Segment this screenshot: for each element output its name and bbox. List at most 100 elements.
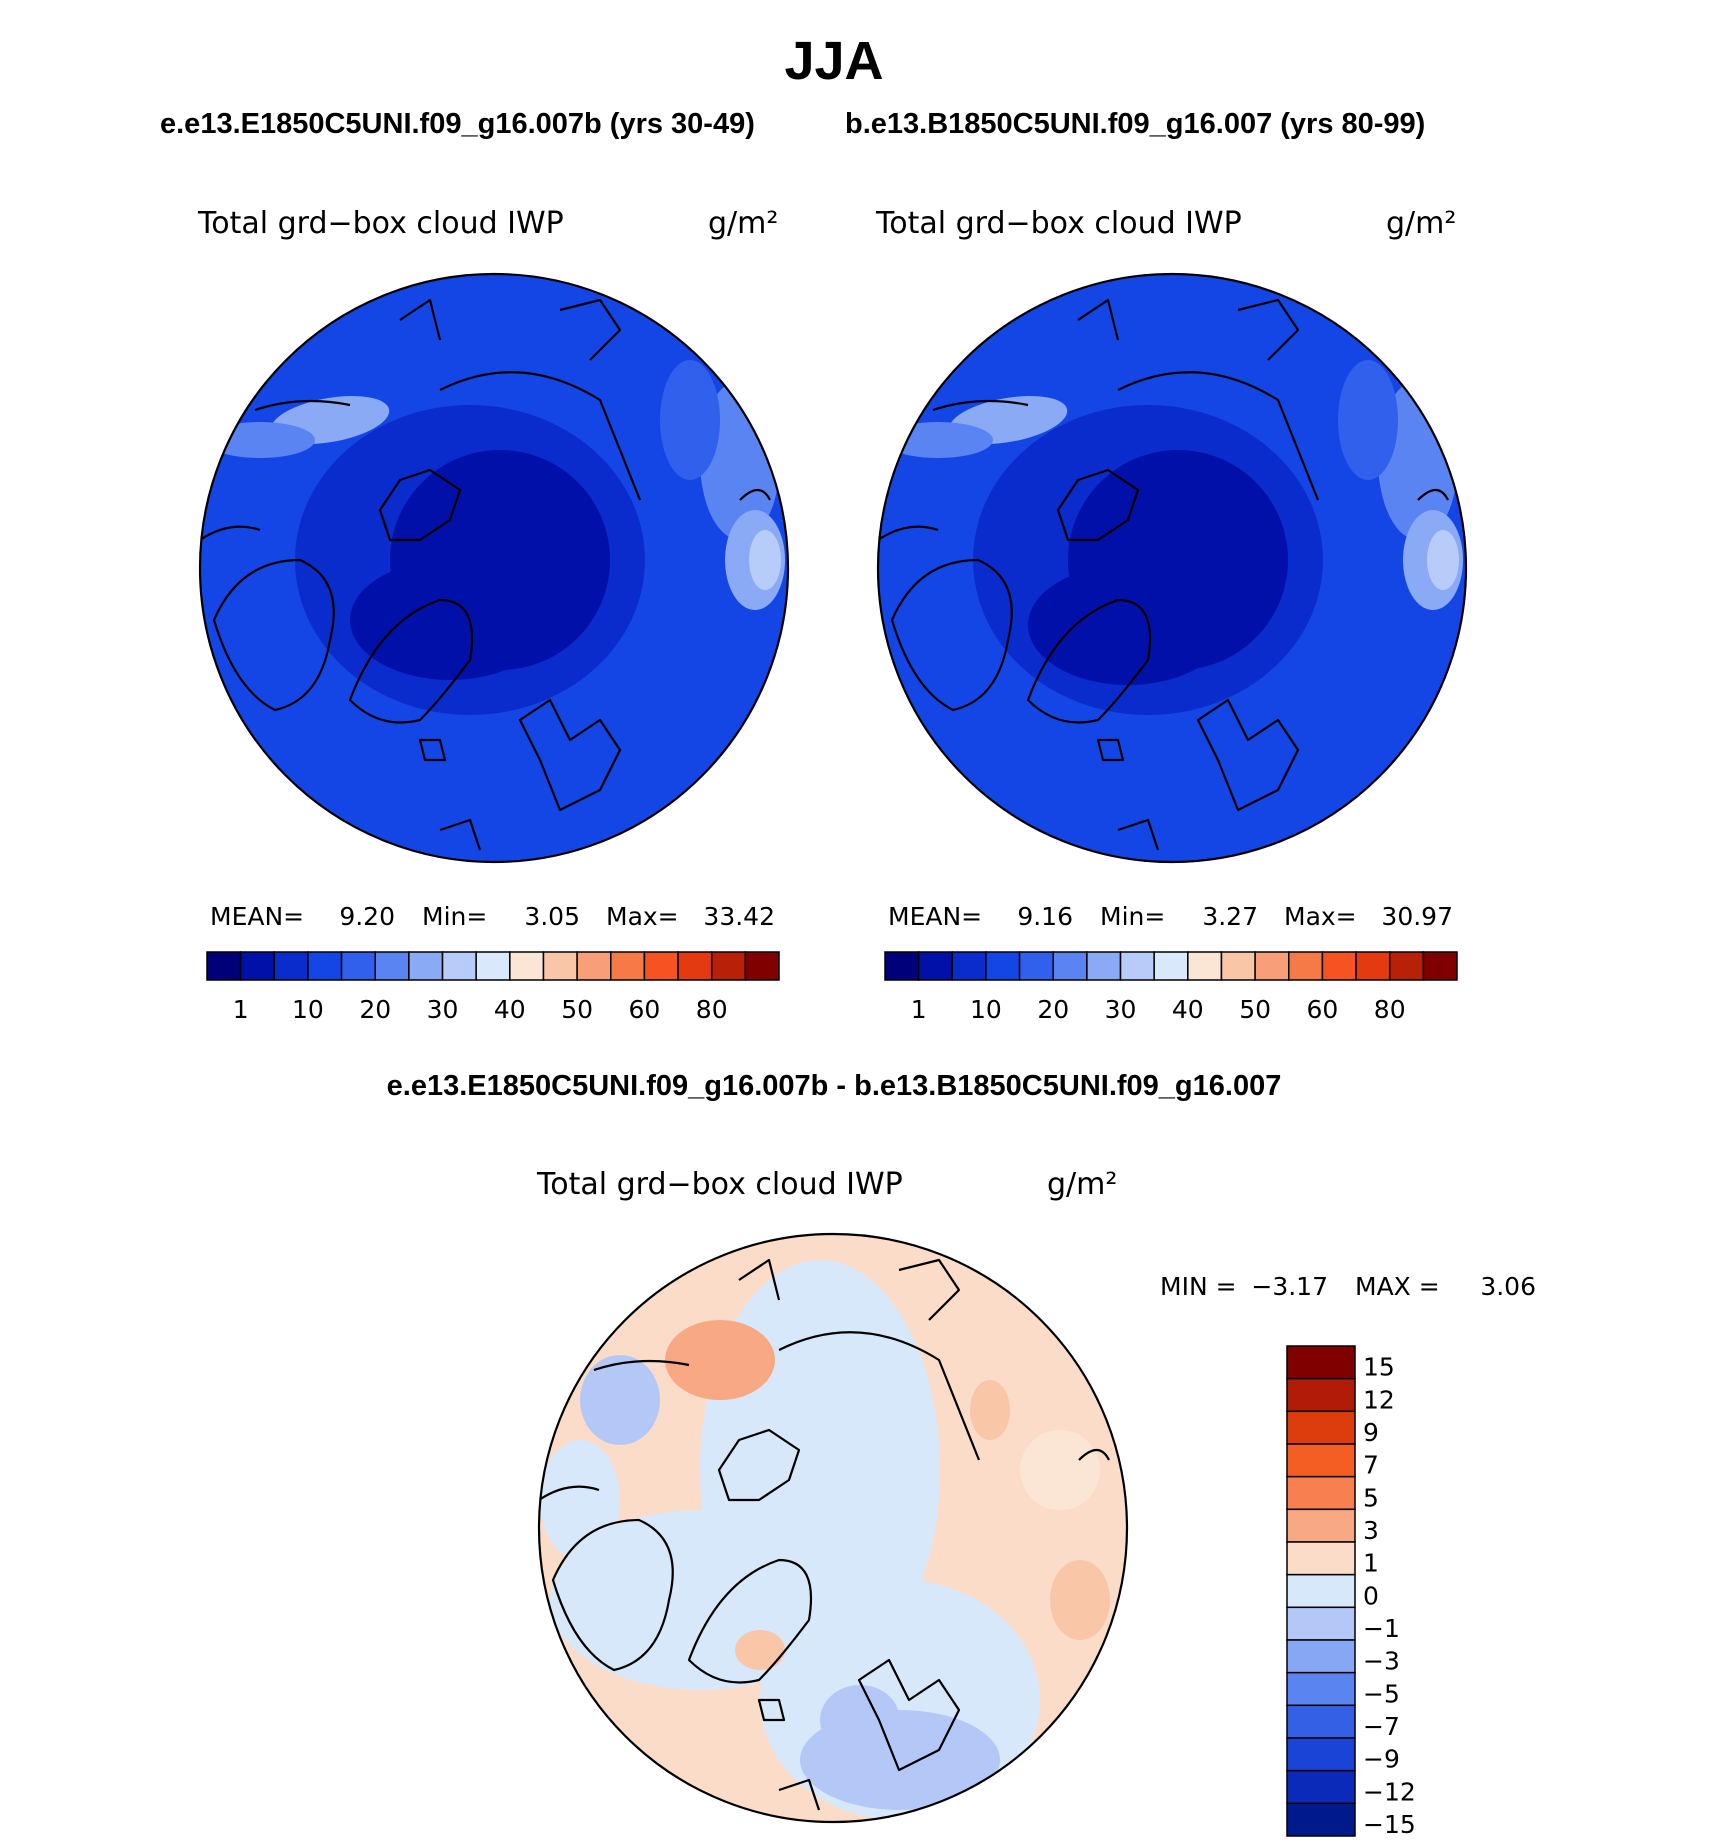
subtitle-difference: e.e13.E1850C5UNI.f09_g16.007b - b.e13.B1… xyxy=(386,1070,1282,1102)
panel2-min-value: 3.27 xyxy=(1202,902,1258,931)
panel2-colorbar-swatch xyxy=(884,951,920,981)
panel3-colorbar-swatch xyxy=(1286,1769,1356,1805)
panel2-colorbar-swatch xyxy=(1052,951,1088,981)
panel3-colorbar-tick-label: 15 xyxy=(1363,1353,1395,1382)
panel3-colorbar-swatch xyxy=(1286,1443,1356,1478)
panel1-max-label: Max= xyxy=(606,902,679,931)
panel1-mean-value: 9.20 xyxy=(339,902,395,931)
panel2-max-label: Max= xyxy=(1284,902,1357,931)
panel2-max-value: 30.97 xyxy=(1381,902,1453,931)
panel3-min-value: −3.17 xyxy=(1251,1272,1328,1301)
panel2-colorbar-swatch xyxy=(1220,951,1256,981)
panel3-colorbar-swatch xyxy=(1286,1377,1356,1413)
panel3-colorbar-ticks: 15 12 9 7 5 3 1 0 −1 −3 −5 −7 −9 −12 −15 xyxy=(1363,1353,1416,1839)
panel3-min-label: MIN = xyxy=(1160,1272,1237,1301)
panel1-colorbar-swatch xyxy=(610,951,646,981)
panel2-colorbar-swatch xyxy=(917,951,954,981)
panel1-colorbar-swatch xyxy=(374,951,410,981)
panel1-colorbar-tick-label: 60 xyxy=(629,995,661,1024)
panel3-colorbar-tick-label: −1 xyxy=(1363,1614,1400,1643)
panel2-colorbar-swatch xyxy=(1422,951,1458,981)
panel1-colorbar-swatch xyxy=(273,951,309,981)
panel1-colorbar-swatch xyxy=(677,951,713,981)
panel2-colorbar-swatch xyxy=(951,951,987,981)
panel3-colorbar-swatch xyxy=(1286,1737,1356,1772)
panel3-colorbar-swatch xyxy=(1286,1345,1356,1380)
panel3-stats: MIN = −3.17 MAX = 3.06 xyxy=(1160,1272,1536,1301)
panel3-colorbar-tick-label: 1 xyxy=(1363,1549,1379,1578)
panel1-colorbar-swatch xyxy=(408,951,444,981)
panel1-colorbar-swatch xyxy=(542,951,578,981)
panel1-colorbar-tick-label: 80 xyxy=(696,995,728,1024)
panel2-colorbar-swatch xyxy=(1187,951,1223,981)
panel3-colorbar-tick-label: 9 xyxy=(1363,1418,1379,1447)
panel3-colorbar-tick-label: 7 xyxy=(1363,1451,1379,1480)
subtitle-case2: b.e13.B1850C5UNI.f09_g16.007 (yrs 80-99) xyxy=(845,108,1426,140)
panel3-colorbar-tick-label: −3 xyxy=(1363,1647,1400,1676)
panel1-units: g/m² xyxy=(708,206,778,241)
panel1-colorbar-tick-label: 30 xyxy=(427,995,459,1024)
panel2-mean-label: MEAN= xyxy=(888,902,982,931)
panel2-colorbar-swatch xyxy=(1119,951,1155,981)
panel-case2: Total grd−box cloud IWP g/m² xyxy=(875,206,1468,1024)
panel2-colorbar-tick-label: 40 xyxy=(1172,995,1204,1024)
panel3-colorbar-swatch xyxy=(1286,1541,1356,1576)
panel2-colorbar-swatch xyxy=(1388,951,1425,981)
panel1-colorbar-tick-label: 40 xyxy=(494,995,526,1024)
panel1-colorbar-swatch xyxy=(744,951,780,981)
panel2-colorbar-tick-label: 10 xyxy=(970,995,1002,1024)
panel1-colorbar-tick-label: 1 xyxy=(233,995,249,1024)
panel3-units: g/m² xyxy=(1047,1167,1117,1202)
panel1-mean-label: MEAN= xyxy=(210,902,304,931)
panel3-colorbar xyxy=(1286,1345,1356,1837)
panel3-colorbar-swatch xyxy=(1286,1671,1356,1707)
panel1-colorbar-tick-label: 20 xyxy=(359,995,391,1024)
panel2-colorbar-tick-label: 20 xyxy=(1037,995,1069,1024)
panel1-map xyxy=(200,274,788,862)
panel1-max-value: 33.42 xyxy=(703,902,775,931)
panel3-colorbar-swatch xyxy=(1286,1573,1356,1609)
panel2-colorbar-swatch xyxy=(1086,951,1122,981)
panel1-colorbar-ticks: 1 10 20 30 40 50 60 80 xyxy=(233,995,728,1024)
panel3-colorbar-tick-label: −7 xyxy=(1363,1712,1400,1741)
panel2-colorbar-swatch xyxy=(1355,951,1391,981)
panel3-colorbar-swatch xyxy=(1286,1508,1356,1543)
panel3-colorbar-swatch xyxy=(1286,1639,1356,1674)
panel1-colorbar-tick-label: 50 xyxy=(561,995,593,1024)
panel2-colorbar-swatch xyxy=(1153,951,1189,981)
panel-difference: Total grd−box cloud IWP g/m² xyxy=(536,1167,1536,1839)
panel2-colorbar-ticks: 1 10 20 30 40 50 60 80 xyxy=(911,995,1406,1024)
panel3-colorbar-tick-label: 3 xyxy=(1363,1516,1379,1545)
panel1-colorbar xyxy=(206,951,780,981)
panel2-colorbar-swatch xyxy=(1288,951,1324,981)
panel2-colorbar-swatch xyxy=(1018,951,1054,981)
panel3-colorbar-swatch xyxy=(1286,1606,1356,1641)
panel3-max-value: 3.06 xyxy=(1480,1272,1536,1301)
panel1-colorbar-swatch xyxy=(307,951,343,981)
panel3-colorbar-tick-label: 0 xyxy=(1363,1581,1379,1610)
panel2-colorbar-tick-label: 80 xyxy=(1374,995,1406,1024)
panel1-colorbar-swatch xyxy=(643,951,679,981)
panel2-colorbar-swatch xyxy=(1254,951,1290,981)
panel2-mean-value: 9.16 xyxy=(1017,902,1073,931)
panel1-colorbar-swatch xyxy=(475,951,511,981)
panel2-colorbar-tick-label: 50 xyxy=(1239,995,1271,1024)
panel3-colorbar-tick-label: 5 xyxy=(1363,1483,1379,1512)
subtitle-case1: e.e13.E1850C5UNI.f09_g16.007b (yrs 30-49… xyxy=(160,108,755,140)
panel2-colorbar-swatch xyxy=(1321,951,1357,981)
panel3-colorbar-tick-label: −9 xyxy=(1363,1745,1400,1774)
panel1-stats: MEAN= 9.20 Min= 3.05 Max= 33.42 xyxy=(210,902,775,931)
panel3-colorbar-tick-label: −5 xyxy=(1363,1679,1400,1708)
panel2-colorbar xyxy=(884,951,1458,981)
panel3-colorbar-swatch xyxy=(1286,1475,1356,1511)
panel3-colorbar-tick-label: −15 xyxy=(1363,1810,1416,1839)
panel1-colorbar-tick-label: 10 xyxy=(292,995,324,1024)
panel2-colorbar-tick-label: 1 xyxy=(911,995,927,1024)
panel3-map xyxy=(539,1234,1127,1822)
panel2-title: Total grd−box cloud IWP xyxy=(875,206,1242,241)
panel3-colorbar-swatch xyxy=(1286,1704,1356,1739)
panel2-colorbar-tick-label: 30 xyxy=(1105,995,1137,1024)
panel1-min-label: Min= xyxy=(422,902,487,931)
panel3-max-label: MAX = xyxy=(1355,1272,1440,1301)
